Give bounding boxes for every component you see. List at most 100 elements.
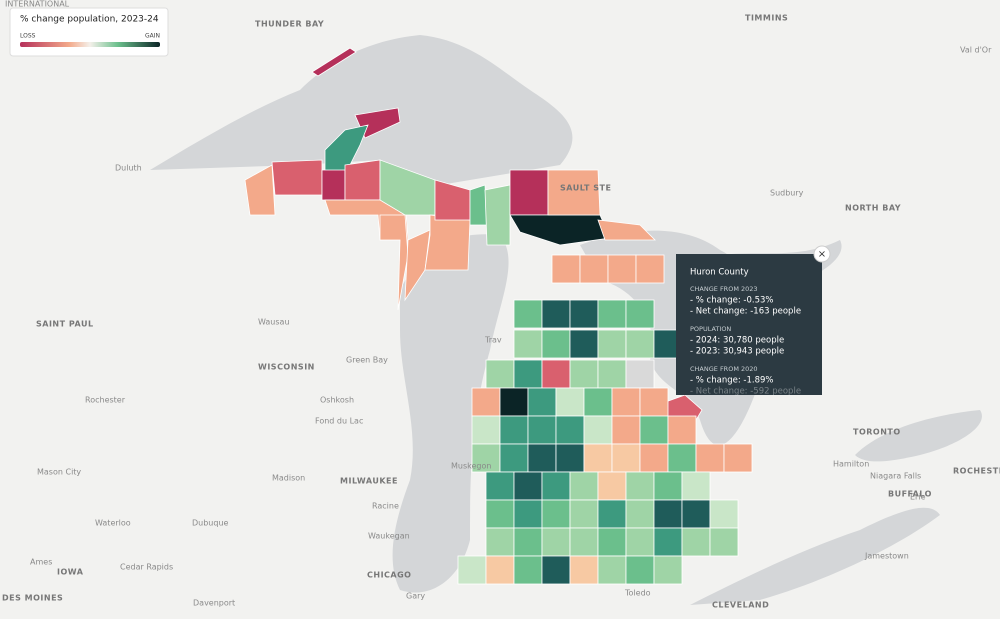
county xyxy=(597,329,627,359)
close-icon[interactable]: × xyxy=(818,249,826,260)
place-label: Fond du Lac xyxy=(315,417,363,426)
place-label: Niagara Falls xyxy=(870,472,921,481)
place-label: Green Bay xyxy=(346,356,388,365)
place-label: Rochester xyxy=(85,396,126,405)
county xyxy=(509,169,549,216)
place-label: TORONTO xyxy=(853,428,901,437)
county xyxy=(541,499,571,529)
place-label: Oshkosh xyxy=(320,396,354,405)
county xyxy=(639,443,669,473)
county xyxy=(499,415,529,445)
place-label: Jamestown xyxy=(864,552,909,561)
tooltip-line: - 2024: 30,780 people xyxy=(690,336,784,346)
place-label: THUNDER BAY xyxy=(255,20,324,29)
county xyxy=(625,329,655,359)
tooltip-line: - Net change: -592 people xyxy=(690,387,801,397)
county xyxy=(527,443,557,473)
tooltip-line: - 2023: 30,943 people xyxy=(690,347,784,357)
county xyxy=(569,499,599,529)
legend-title: % change population, 2023-24 xyxy=(20,15,159,25)
county xyxy=(424,214,471,271)
county xyxy=(485,527,515,557)
place-label: Gary xyxy=(406,592,425,601)
county xyxy=(469,184,488,226)
tooltip-box xyxy=(676,254,822,395)
county xyxy=(541,359,571,389)
place-label: Muskegon xyxy=(451,462,491,471)
county xyxy=(555,415,585,445)
tooltip-heading: CHANGE FROM 2020 xyxy=(690,365,758,373)
county xyxy=(541,527,571,557)
county xyxy=(499,387,529,417)
close-button[interactable] xyxy=(813,245,831,263)
county xyxy=(723,443,753,473)
tooltip-line: - Net change: -163 people xyxy=(690,307,801,317)
county xyxy=(485,359,515,389)
county xyxy=(611,415,641,445)
county xyxy=(681,499,711,529)
tooltip-heading: CHANGE FROM 2023 xyxy=(690,285,758,293)
county xyxy=(611,387,641,417)
county xyxy=(551,254,581,284)
place-label: Hamilton xyxy=(833,460,869,469)
county xyxy=(513,329,543,359)
place-label: WISCONSIN xyxy=(258,363,315,372)
county xyxy=(653,527,683,557)
place-label: SAINT PAUL xyxy=(36,320,94,329)
county xyxy=(541,329,571,359)
county xyxy=(625,299,655,329)
county xyxy=(321,169,346,201)
place-label: Waukegan xyxy=(368,532,410,541)
county xyxy=(611,443,641,473)
place-label: DES MOINES xyxy=(2,594,63,603)
county xyxy=(513,555,543,585)
county xyxy=(513,471,543,501)
county xyxy=(569,299,599,329)
place-label: ROCHESTER xyxy=(953,467,1000,476)
place-label: Toledo xyxy=(624,589,651,598)
county xyxy=(541,555,571,585)
tooltip: × Huron County CHANGE FROM 2023 - % chang… xyxy=(676,245,831,397)
place-label: Trav xyxy=(484,336,502,345)
place-label: Duluth xyxy=(115,164,142,173)
legend-high: GAIN xyxy=(145,33,160,40)
county xyxy=(569,329,599,359)
county xyxy=(597,527,627,557)
county xyxy=(485,471,515,501)
county xyxy=(527,387,557,417)
place-label: Waterloo xyxy=(95,519,131,528)
county xyxy=(695,443,725,473)
county xyxy=(639,387,669,417)
county xyxy=(625,499,655,529)
county xyxy=(583,443,613,473)
county xyxy=(344,159,381,201)
county xyxy=(597,219,656,241)
county xyxy=(597,299,627,329)
place-label: Mason City xyxy=(37,468,81,477)
legend-gradient xyxy=(20,42,160,47)
county xyxy=(625,359,655,389)
county xyxy=(499,443,529,473)
place-label: Erie xyxy=(910,493,926,502)
county xyxy=(569,359,599,389)
place-label: Davenport xyxy=(193,599,235,608)
county xyxy=(271,159,323,196)
county xyxy=(541,299,571,329)
county xyxy=(653,555,683,585)
county xyxy=(653,499,683,529)
county xyxy=(597,359,627,389)
place-label: Dubuque xyxy=(192,519,229,528)
county xyxy=(485,555,515,585)
county xyxy=(484,184,511,246)
legend-low: LOSS xyxy=(20,33,36,40)
county xyxy=(625,471,655,501)
place-label: Val d'Or xyxy=(960,46,992,55)
counties xyxy=(244,47,753,585)
tooltip-heading: POPULATION xyxy=(690,325,731,333)
county xyxy=(607,254,637,284)
county xyxy=(457,555,487,585)
county xyxy=(485,499,515,529)
place-label: MILWAUKEE xyxy=(340,477,398,486)
county xyxy=(709,499,739,529)
county xyxy=(597,555,627,585)
